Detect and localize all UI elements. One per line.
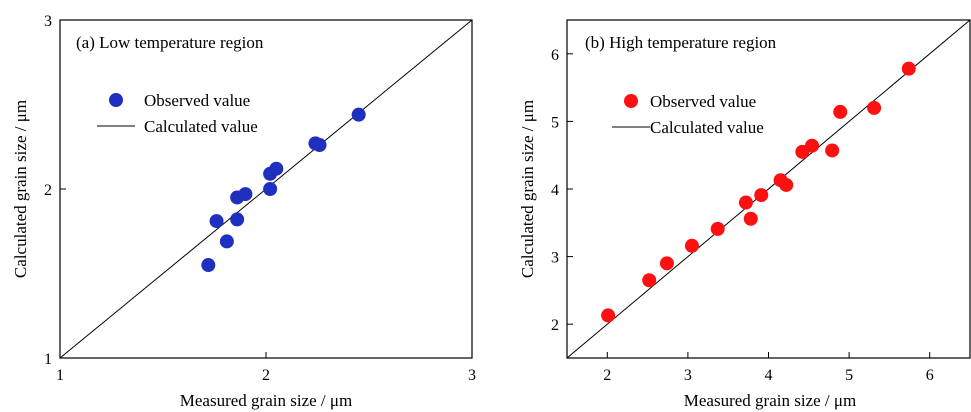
panel-b-x-tick-label: 4 <box>765 367 773 384</box>
panel-b-observed-points <box>601 61 916 323</box>
panel-b-data-point <box>710 221 725 236</box>
panel-b-x-tick-label: 5 <box>845 367 853 384</box>
panel-b-y-tick-label: 4 <box>551 182 559 199</box>
panel-b-data-point <box>805 138 820 153</box>
panel-a-data-point <box>230 212 245 227</box>
panel-b-data-point <box>779 177 794 192</box>
panel-b-data-point <box>642 273 657 288</box>
panel-a-x-tick-label: 3 <box>468 367 476 384</box>
panel-a-legend-calculated: Calculated value <box>144 117 258 136</box>
panel-b-x-tick-label: 2 <box>603 367 611 384</box>
panel-b-x-axis-label: Measured grain size / μm <box>684 391 856 410</box>
panel-a-data-point <box>351 107 366 122</box>
panel-a-y-tick-label: 3 <box>44 13 52 30</box>
panel-b-data-point <box>833 104 848 119</box>
panel-b-data-point <box>901 61 916 76</box>
panel-a-x-tick-label: 2 <box>262 367 270 384</box>
panel-b: 2 3 4 5 6 2 3 4 5 6 (b) High temperature region O… <box>518 19 971 410</box>
panel-b-data-point <box>659 256 674 271</box>
panel-a-data-point <box>209 214 224 229</box>
panel-a-y-tick-label: 1 <box>44 351 52 368</box>
panel-a-y-axis-label: Calculated grain size / μm <box>11 100 30 278</box>
panel-a-x-axis-label: Measured grain size / μm <box>180 391 352 410</box>
panel-a-legend-marker <box>109 93 123 107</box>
panel-a-data-point <box>219 234 234 249</box>
panel-a-observed-points <box>201 107 366 273</box>
panel-a-title: (a) Low temperature region <box>76 33 264 52</box>
panel-b-legend-observed: Observed value <box>650 92 756 111</box>
panel-b-y-tick-label: 2 <box>551 317 559 334</box>
panel-b-y-tick-label: 3 <box>551 250 559 267</box>
panel-a-data-point <box>312 138 327 153</box>
panel-a-data-point <box>269 161 284 176</box>
panel-b-data-point <box>601 308 616 323</box>
panel-b-legend-calculated: Calculated value <box>650 118 764 137</box>
panel-a-data-point <box>263 182 278 196</box>
panel-b-data-point <box>738 195 753 210</box>
panel-a-legend-observed: Observed value <box>144 91 250 110</box>
panel-a: 1 2 3 1 2 3 (a) Low temperature region Observ… <box>11 13 476 410</box>
panel-b-y-tick-label: 6 <box>551 47 559 64</box>
panel-b-y-axis-label: Calculated grain size / μm <box>518 100 537 278</box>
panel-b-y-tick-label: 5 <box>551 114 559 131</box>
panel-b-data-point <box>684 238 699 253</box>
panel-b-title: (b) High temperature region <box>585 33 777 52</box>
panel-a-x-tick-label: 1 <box>56 367 64 384</box>
panel-a-ticks: 1 2 3 1 2 3 <box>44 13 476 384</box>
panel-b-ticks: 2 3 4 5 6 2 3 4 5 6 <box>551 47 934 384</box>
panel-b-data-point <box>867 100 882 115</box>
panel-b-data-point <box>743 211 758 226</box>
panel-b-data-point <box>754 188 769 203</box>
panel-a-data-point <box>201 258 216 273</box>
panel-b-calculated-line <box>566 19 971 359</box>
panel-b-legend-marker <box>624 94 638 108</box>
panel-b-data-point <box>825 143 840 158</box>
panel-a-y-tick-label: 2 <box>44 182 52 199</box>
panel-a-data-point <box>238 187 253 202</box>
panel-b-x-tick-label: 6 <box>926 367 934 384</box>
panel-b-x-tick-label: 3 <box>684 367 692 384</box>
